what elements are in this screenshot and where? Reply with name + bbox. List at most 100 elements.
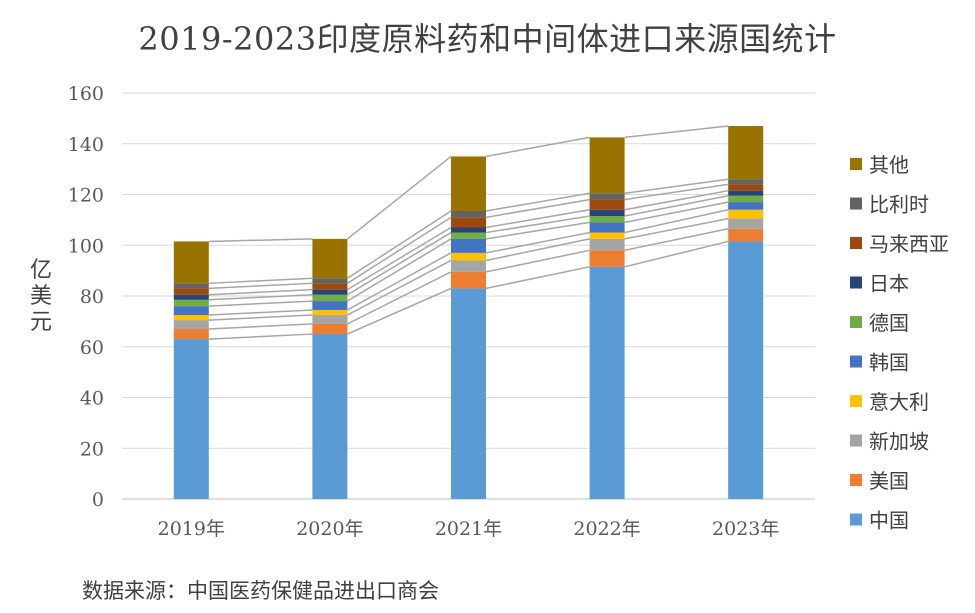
bar-德国-2019年 (173, 299, 209, 307)
series-line-新加坡-2 (347, 259, 452, 316)
bar-比利时-2019年 (173, 283, 209, 289)
series-line-马来西亚-3 (485, 198, 590, 219)
series-line-其他-2 (346, 155, 452, 240)
bar-其他-2021年 (451, 156, 486, 211)
legend-swatch-德国 (850, 316, 862, 328)
bar-美国-2022年 (589, 250, 625, 267)
bar-马来西亚-2022年 (589, 199, 625, 210)
legend-swatch-美国 (850, 474, 862, 486)
series-line-美国-4 (624, 228, 729, 252)
bar-日本-2019年 (173, 294, 209, 300)
series-line-日本-4 (624, 189, 729, 211)
series-line-意大利-3 (485, 231, 590, 254)
x-tick-label-2022年: 2022年 (573, 518, 640, 540)
series-line-马来西亚-4 (624, 183, 729, 201)
y-tick-label-120: 120 (68, 185, 104, 207)
legend-swatch-比利时 (850, 197, 862, 210)
source-note: 数据来源：中国医药保健品进出口商会 (82, 579, 439, 603)
series-line-韩国-3 (485, 221, 590, 240)
chart-title: 2019-2023印度原料药和中间体进口来源国统计 (138, 20, 837, 58)
legend-label-日本: 日本 (869, 272, 909, 296)
legend-swatch-意大利 (850, 395, 862, 407)
legend-swatch-马来西亚 (850, 237, 862, 249)
y-tick-label-60: 60 (80, 337, 104, 359)
y-axis-label: 亿美元 (29, 258, 52, 335)
y-tick-label-140: 140 (68, 134, 104, 156)
y-tick-label-0: 0 (92, 489, 104, 511)
bar-新加坡-2021年 (451, 260, 486, 272)
series-line-比利时-1 (208, 277, 313, 285)
bar-马来西亚-2020年 (312, 283, 348, 290)
bar-日本-2023年 (728, 190, 764, 196)
legend-swatch-其他 (850, 158, 862, 170)
legend-label-马来西亚: 马来西亚 (869, 232, 949, 256)
y-tick-label-80: 80 (80, 286, 104, 308)
series-line-日本-3 (485, 208, 590, 229)
bar-其他-2019年 (173, 241, 209, 284)
y-tick-label-40: 40 (80, 388, 104, 410)
series-line-意大利-1 (208, 309, 313, 316)
series-line-韩国-1 (208, 300, 313, 307)
legend-swatch-韩国 (850, 355, 862, 368)
legend-label-美国: 美国 (869, 469, 909, 493)
bar-马来西亚-2021年 (451, 217, 486, 228)
series-line-韩国-2 (347, 238, 452, 302)
series-line-马来西亚-1 (208, 282, 313, 290)
x-tick-label-2020年: 2020年 (296, 518, 363, 540)
bar-中国-2021年 (451, 288, 486, 499)
bar-比利时-2022年 (589, 193, 625, 200)
bar-中国-2019年 (173, 339, 209, 499)
legend-swatch-中国 (850, 513, 862, 526)
series-line-中国-3 (485, 266, 590, 290)
series-line-德国-2 (347, 231, 452, 296)
y-tick-label-160: 160 (68, 83, 104, 105)
series-line-意大利-4 (624, 208, 729, 234)
series-line-日本-2 (347, 226, 452, 291)
bar-意大利-2022年 (589, 232, 625, 239)
bar-比利时-2020年 (312, 278, 348, 284)
bar-马来西亚-2019年 (173, 288, 209, 295)
y-tick-label-100: 100 (68, 235, 104, 257)
series-line-美国-3 (485, 249, 590, 273)
bar-美国-2023年 (728, 228, 764, 242)
bar-日本-2022年 (589, 209, 625, 217)
series-line-德国-1 (208, 293, 313, 301)
series-line-其他-3 (485, 136, 590, 158)
series-line-比利时-4 (624, 178, 729, 194)
series-line-德国-3 (485, 215, 590, 234)
bar-意大利-2020年 (312, 309, 348, 316)
legend-swatch-日本 (850, 276, 862, 289)
series-line-比利时-3 (485, 192, 590, 212)
bar-韩国-2022年 (589, 222, 625, 233)
legend-label-中国: 中国 (869, 509, 909, 533)
series-line-新加坡-1 (208, 314, 313, 321)
legend-label-意大利: 意大利 (869, 390, 929, 414)
legend-label-其他: 其他 (869, 153, 909, 177)
bar-韩国-2019年 (173, 306, 209, 316)
x-tick-label-2019年: 2019年 (158, 518, 225, 540)
legend-label-新加坡: 新加坡 (869, 430, 929, 454)
bar-新加坡-2023年 (728, 218, 764, 229)
bar-意大利-2019年 (173, 315, 209, 321)
series-line-其他-4 (624, 125, 729, 139)
bar-新加坡-2020年 (312, 315, 348, 324)
series-line-马来西亚-2 (346, 216, 452, 284)
bar-新加坡-2019年 (173, 320, 209, 329)
series-line-日本-1 (208, 288, 313, 296)
bar-德国-2020年 (312, 294, 348, 302)
series-line-中国-1 (208, 333, 313, 340)
bar-其他-2022年 (589, 137, 625, 194)
bar-日本-2020年 (312, 289, 348, 295)
bar-韩国-2020年 (312, 301, 348, 310)
x-tick-label-2023年: 2023年 (712, 518, 779, 540)
bar-德国-2021年 (451, 232, 486, 239)
bar-德国-2023年 (728, 195, 764, 203)
legend-label-德国: 德国 (869, 311, 909, 335)
x-tick-label-2021年: 2021年 (435, 518, 502, 540)
series-line-新加坡-4 (624, 217, 729, 240)
series-line-中国-4 (624, 240, 729, 268)
legend-label-比利时: 比利时 (869, 193, 929, 217)
series-line-比利时-2 (346, 210, 452, 279)
